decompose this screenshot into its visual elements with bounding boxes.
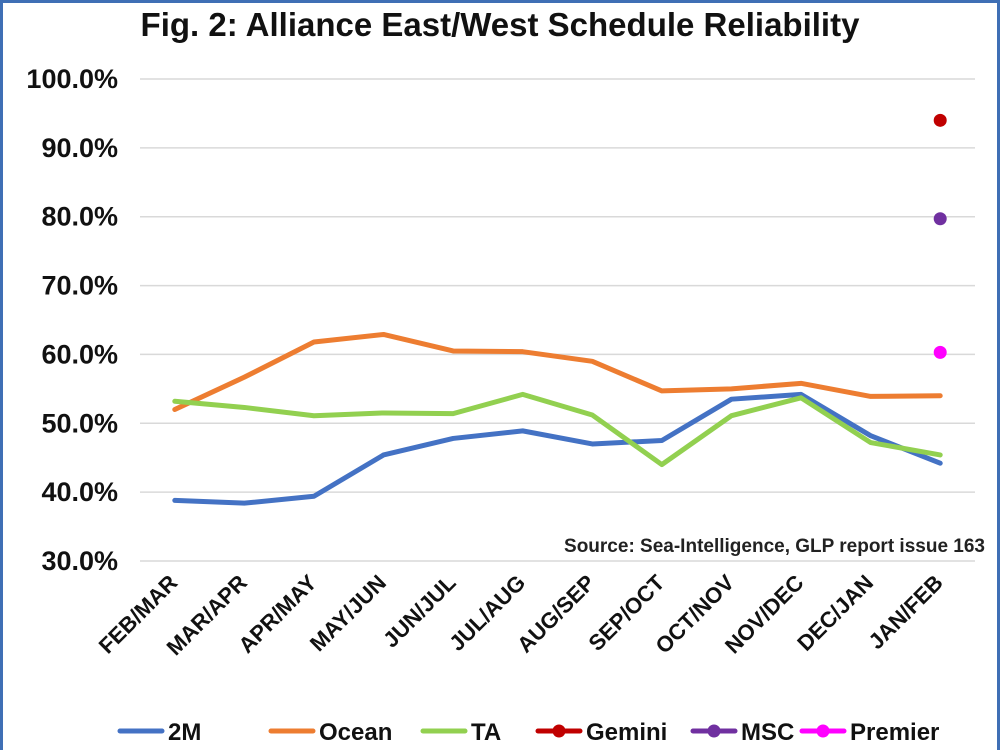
legend-item-premier: Premier (799, 719, 939, 746)
legend-item-gemini: Gemini (535, 719, 667, 746)
legend-label: Ocean (319, 719, 392, 746)
x-tick-label: JAN/FEB (864, 570, 948, 654)
legend-marker (707, 724, 721, 738)
y-axis-ticks: 30.0% 40.0% 50.0% 60.0% 70.0% 80.0% 90.0% 100.0… (26, 64, 118, 576)
y-tick-label: 80.0% (41, 202, 118, 232)
x-tick-label: DEC/JAN (792, 570, 878, 656)
legend-label: 2M (168, 719, 201, 746)
series-2m (172, 391, 943, 506)
y-tick-label: 30.0% (41, 546, 118, 576)
legend-label: Gemini (586, 719, 667, 746)
y-tick-label: 50.0% (41, 408, 118, 438)
legend-marker (816, 724, 830, 738)
data-point-msc (933, 212, 947, 226)
series-msc (933, 212, 947, 226)
legend-marker (552, 724, 566, 738)
x-tick-label: MAY/JUN (305, 570, 391, 656)
data-point-gemini (933, 113, 947, 127)
legend-item-ta: TA (420, 719, 501, 746)
series-line-ocean (172, 331, 943, 413)
legend-item-msc: MSC (690, 719, 794, 746)
legend-item-2m: 2M (117, 719, 201, 746)
series (172, 113, 947, 506)
series-line-2m (172, 391, 943, 506)
legend-label: MSC (741, 719, 794, 746)
y-tick-label: 40.0% (41, 477, 118, 507)
y-tick-label: 90.0% (41, 133, 118, 163)
y-tick-label: 70.0% (41, 271, 118, 301)
x-axis-ticks: FEB/MARMAR/APRAPR/MAYMAY/JUNJUN/JULJUL/A… (94, 569, 948, 660)
gridlines (140, 78, 975, 562)
legend-label: Premier (850, 719, 939, 746)
legend-item-ocean: Ocean (268, 719, 392, 746)
series-ta (172, 391, 943, 468)
y-tick-label: 60.0% (41, 339, 118, 369)
series-line-ta (172, 391, 943, 468)
series-ocean (172, 331, 943, 413)
series-gemini (933, 113, 947, 127)
legend-label: TA (471, 719, 501, 746)
chart-title: Fig. 2: Alliance East/West Schedule Reli… (141, 6, 861, 43)
y-tick-label: 100.0% (26, 64, 118, 94)
legend: 2M Ocean TA Gemini MSC Premier (117, 719, 939, 746)
series-premier (933, 345, 947, 359)
source-note: Source: Sea-Intelligence, GLP report iss… (564, 536, 985, 557)
data-point-premier (933, 345, 947, 359)
